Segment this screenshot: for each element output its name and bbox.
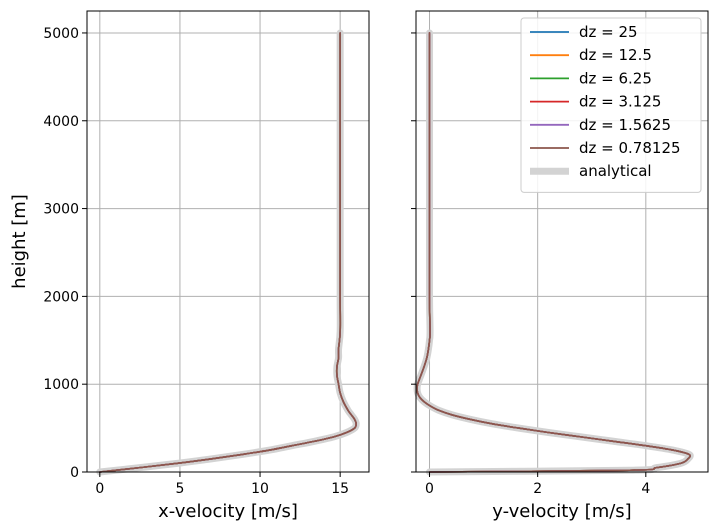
y-velocity-axes-frame xyxy=(415,10,709,473)
x-tick-label: 0 xyxy=(425,481,434,497)
x-tick-label: 10 xyxy=(251,481,269,497)
legend-label-dz-25: dz = 25 xyxy=(579,23,638,41)
y-velocity-ticks: 0 2 4 xyxy=(411,32,650,497)
legend-label-dz-0-78125: dz = 0.78125 xyxy=(579,139,681,157)
x-velocity-grid xyxy=(87,11,369,473)
legend-label-dz-3-125: dz = 3.125 xyxy=(579,93,661,111)
legend: dz = 25 dz = 12.5 dz = 6.25 dz = 3.125 dz = … xyxy=(520,17,702,193)
y-tick-label: 2000 xyxy=(43,289,79,305)
height-axis-label: height [m] xyxy=(9,194,30,289)
y-tick-label: 4000 xyxy=(43,114,79,130)
series-line-analytical xyxy=(96,29,360,476)
series-line-dz-12-5 xyxy=(99,32,357,473)
y-velocity-curves xyxy=(413,29,694,476)
x-tick-label: 0 xyxy=(95,481,104,497)
x-tick-label: 15 xyxy=(331,481,349,497)
series-line-dz-3-125 xyxy=(99,32,357,473)
legend-items: dz = 25 dz = 12.5 dz = 6.25 dz = 3.125 dz = … xyxy=(530,23,681,180)
series-line-dz-0-78125 xyxy=(416,32,691,473)
y-velocity-axis-label: y-velocity [m/s] xyxy=(492,501,631,522)
x-velocity-curves xyxy=(96,29,360,476)
y-tick-label: 5000 xyxy=(43,26,79,42)
series-line-dz-6-25 xyxy=(99,32,357,473)
y-tick-label: 1000 xyxy=(43,377,79,393)
legend-label-dz-6-25: dz = 6.25 xyxy=(579,69,652,87)
x-tick-label: 2 xyxy=(533,481,542,497)
x-tick-label: 4 xyxy=(641,481,650,497)
y-tick-label: 0 xyxy=(70,465,79,481)
legend-label-dz-1-5625: dz = 1.5625 xyxy=(579,116,671,134)
x-velocity-axis-label: x-velocity [m/s] xyxy=(158,501,298,522)
series-line-dz-0-78125 xyxy=(99,32,357,473)
series-line-dz-1-5625 xyxy=(99,32,357,473)
x-tick-label: 5 xyxy=(175,481,184,497)
series-line-dz-25 xyxy=(99,32,357,473)
x-velocity-panel: 0 5 10 15 0 1000 2000 3000 4000 5000 x-velocity [… xyxy=(9,10,370,522)
x-velocity-axes-frame xyxy=(86,10,370,473)
legend-label-analytical: analytical xyxy=(579,162,652,180)
x-velocity-ticks: 0 5 10 15 0 1000 2000 3000 4000 5000 xyxy=(43,26,349,497)
legend-label-dz-12-5: dz = 12.5 xyxy=(579,46,652,64)
y-tick-label: 3000 xyxy=(43,202,79,218)
